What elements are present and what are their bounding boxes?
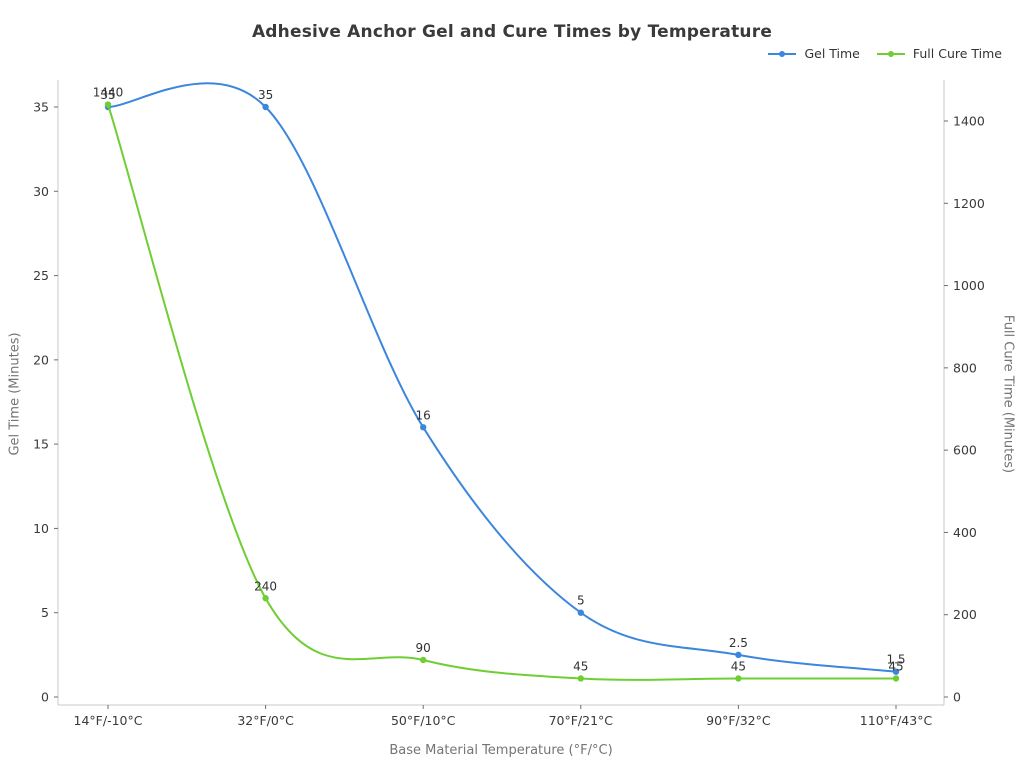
data-point-marker	[420, 424, 427, 431]
data-point-label: 16	[416, 408, 431, 422]
y-right-tick-label: 200	[953, 607, 977, 622]
full-cure-time-line	[107, 103, 897, 681]
y-left-tick-label: 35	[33, 100, 49, 115]
y-left-tick-label: 5	[41, 605, 49, 620]
y-left-tick-label: 0	[41, 690, 49, 705]
line-marker-icon	[876, 50, 905, 57]
y-right-tick-label: 1400	[953, 114, 985, 129]
data-point-label: 35	[100, 88, 115, 102]
line-marker-icon	[768, 50, 797, 57]
y-left-tick-label: 15	[33, 437, 49, 452]
x-tick-label: 70°F/21°C	[549, 713, 614, 728]
data-point-label: 35	[258, 88, 273, 102]
legend-label: Full Cure Time	[912, 46, 1002, 61]
data-point-label: 1440	[93, 86, 124, 100]
y-left-tick-label: 20	[33, 352, 49, 367]
data-point-label: 45	[888, 659, 903, 673]
chart-title: Adhesive Anchor Gel and Cure Times by Te…	[251, 22, 773, 42]
data-point-marker	[104, 101, 112, 108]
y-left-tick-label: 25	[33, 268, 49, 283]
y-right-tick-label: 800	[953, 360, 977, 375]
legend-item-gel-time: Gel Time	[767, 46, 860, 61]
x-tick-label: 32°F/0°C	[237, 713, 294, 728]
data-point-label: 5	[577, 594, 585, 608]
data-point-marker	[262, 595, 269, 602]
y-right-tick-label: 1000	[953, 278, 985, 293]
data-point-marker	[262, 103, 269, 111]
data-point-marker	[577, 675, 584, 682]
legend-item-full-cure-time: Full Cure Time	[876, 46, 1002, 61]
y-right-tick-label: 400	[953, 525, 977, 540]
x-tick-label: 110°F/43°C	[860, 713, 933, 728]
data-point-label: 1.5	[886, 653, 905, 667]
y-right-tick-label: 600	[953, 443, 977, 458]
data-point-marker	[735, 651, 742, 659]
y-left-tick-label: 30	[33, 184, 49, 199]
data-point-marker	[892, 668, 900, 675]
y-axis-title-left: Gel Time (Minutes)	[7, 332, 23, 456]
data-point-label: 240	[254, 579, 277, 593]
data-point-marker	[735, 675, 742, 682]
data-point-label: 90	[416, 641, 431, 655]
data-point-marker	[892, 675, 900, 682]
data-point-label: 45	[573, 659, 588, 673]
y-right-tick-label: 1200	[953, 196, 985, 211]
x-tick-label: 50°F/10°C	[391, 713, 456, 728]
y-right-tick-label: 0	[953, 690, 961, 705]
gel-time-line	[107, 82, 897, 673]
legend-label: Gel Time	[804, 46, 860, 61]
x-axis-title: Base Material Temperature (°F/°C)	[389, 743, 613, 758]
legend: Gel Time Full Cure Time	[767, 46, 1002, 61]
data-point-label: 2.5	[729, 636, 748, 650]
data-point-label: 45	[731, 659, 746, 673]
y-left-tick-label: 10	[33, 521, 49, 536]
x-tick-label: 90°F/32°C	[706, 713, 771, 728]
x-tick-label: 14°F/-10°C	[74, 713, 143, 728]
data-point-marker	[420, 656, 427, 664]
data-point-marker	[577, 609, 584, 616]
y-axis-title-right: Full Cure Time (Minutes)	[1000, 314, 1016, 474]
